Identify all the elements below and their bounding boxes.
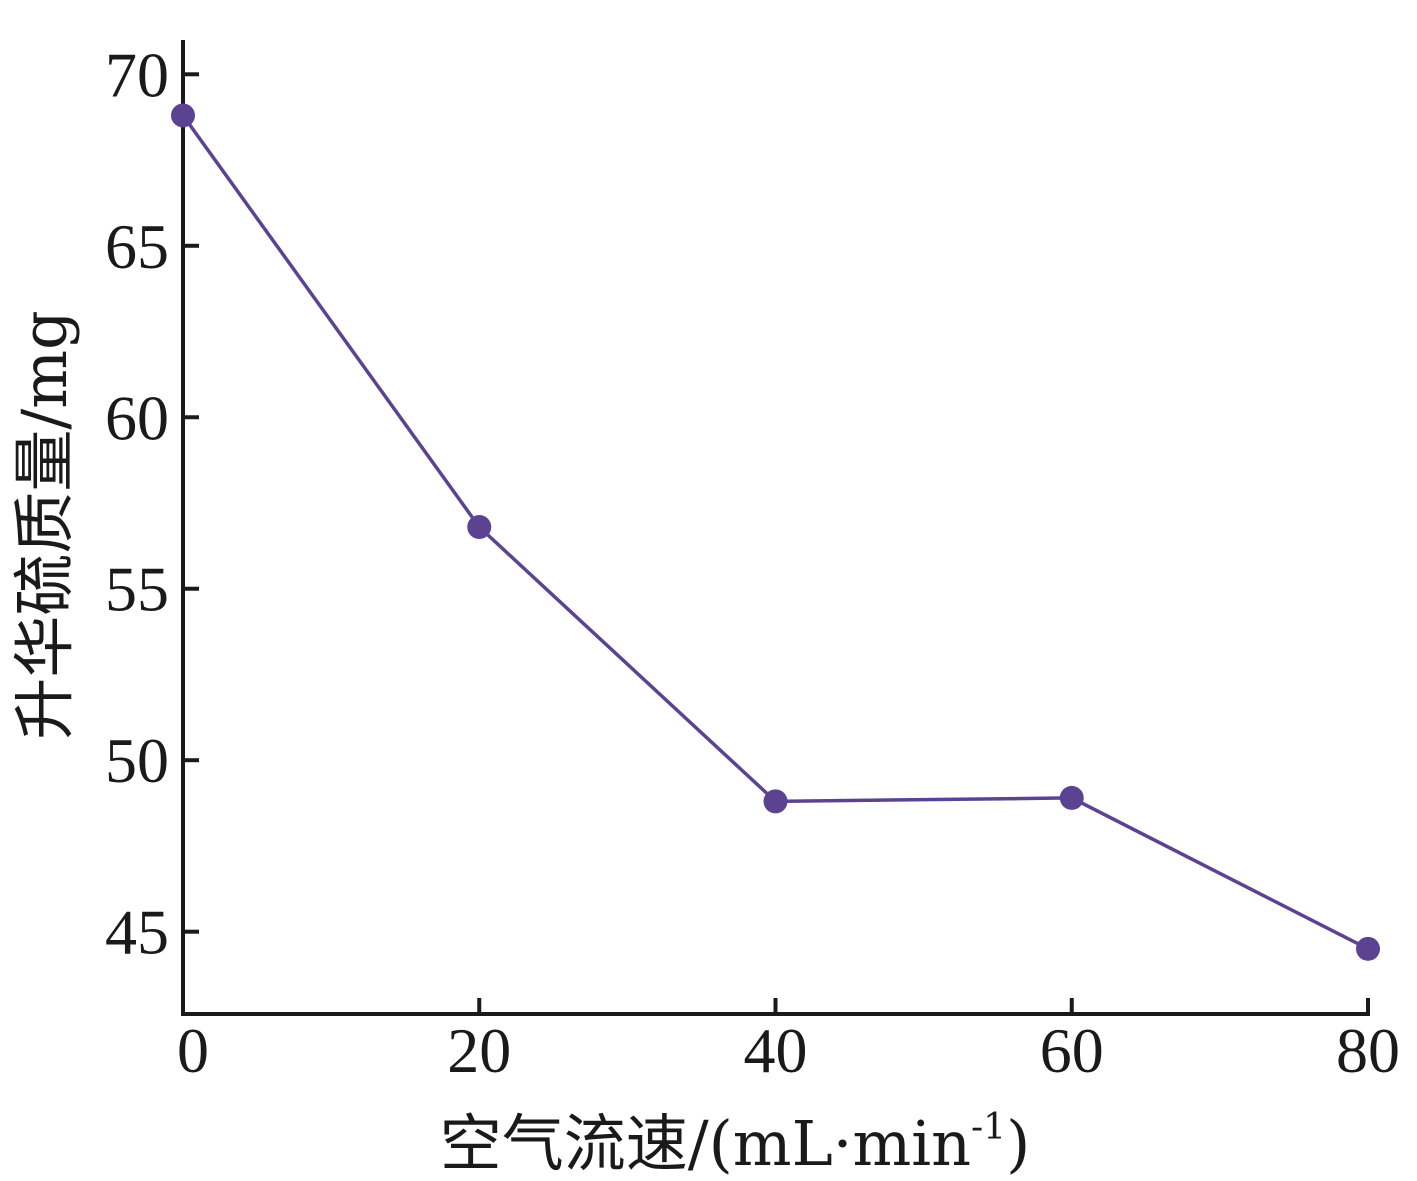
series-line xyxy=(181,114,1369,951)
data-point xyxy=(1356,936,1380,961)
x-tick-label: 0 xyxy=(177,1015,209,1086)
data-point xyxy=(763,789,788,814)
x-axis-ticks: 0 20 40 60 80 xyxy=(177,998,1400,1086)
y-axis-title: 升华硫质量/mg xyxy=(8,310,81,739)
x-axis-title-superscript: -1 xyxy=(971,1107,1006,1148)
data-point xyxy=(1059,785,1084,810)
y-tick-label: 50 xyxy=(105,725,169,796)
y-tick-label: 45 xyxy=(105,897,169,968)
x-tick-label: 20 xyxy=(447,1015,511,1086)
data-point xyxy=(467,515,492,539)
data-point xyxy=(171,103,195,128)
x-tick-label: 60 xyxy=(1040,1015,1104,1086)
series-group xyxy=(171,103,1380,961)
axes xyxy=(181,40,1370,1016)
y-tick-label: 65 xyxy=(105,211,169,282)
x-tick-label: 80 xyxy=(1336,1015,1400,1086)
x-axis-title-close: ) xyxy=(1006,1107,1030,1180)
y-tick-label: 55 xyxy=(105,554,169,625)
x-axis-title-main: 空气流速/(mL·min xyxy=(440,1107,971,1180)
y-axis-ticks: 45 50 55 60 65 70 xyxy=(105,39,199,968)
x-axis-title: 空气流速/(mL·min-1) xyxy=(440,1107,1031,1180)
y-tick-label: 70 xyxy=(105,39,169,110)
x-tick-label: 40 xyxy=(744,1015,808,1086)
y-tick-label: 60 xyxy=(105,382,169,453)
